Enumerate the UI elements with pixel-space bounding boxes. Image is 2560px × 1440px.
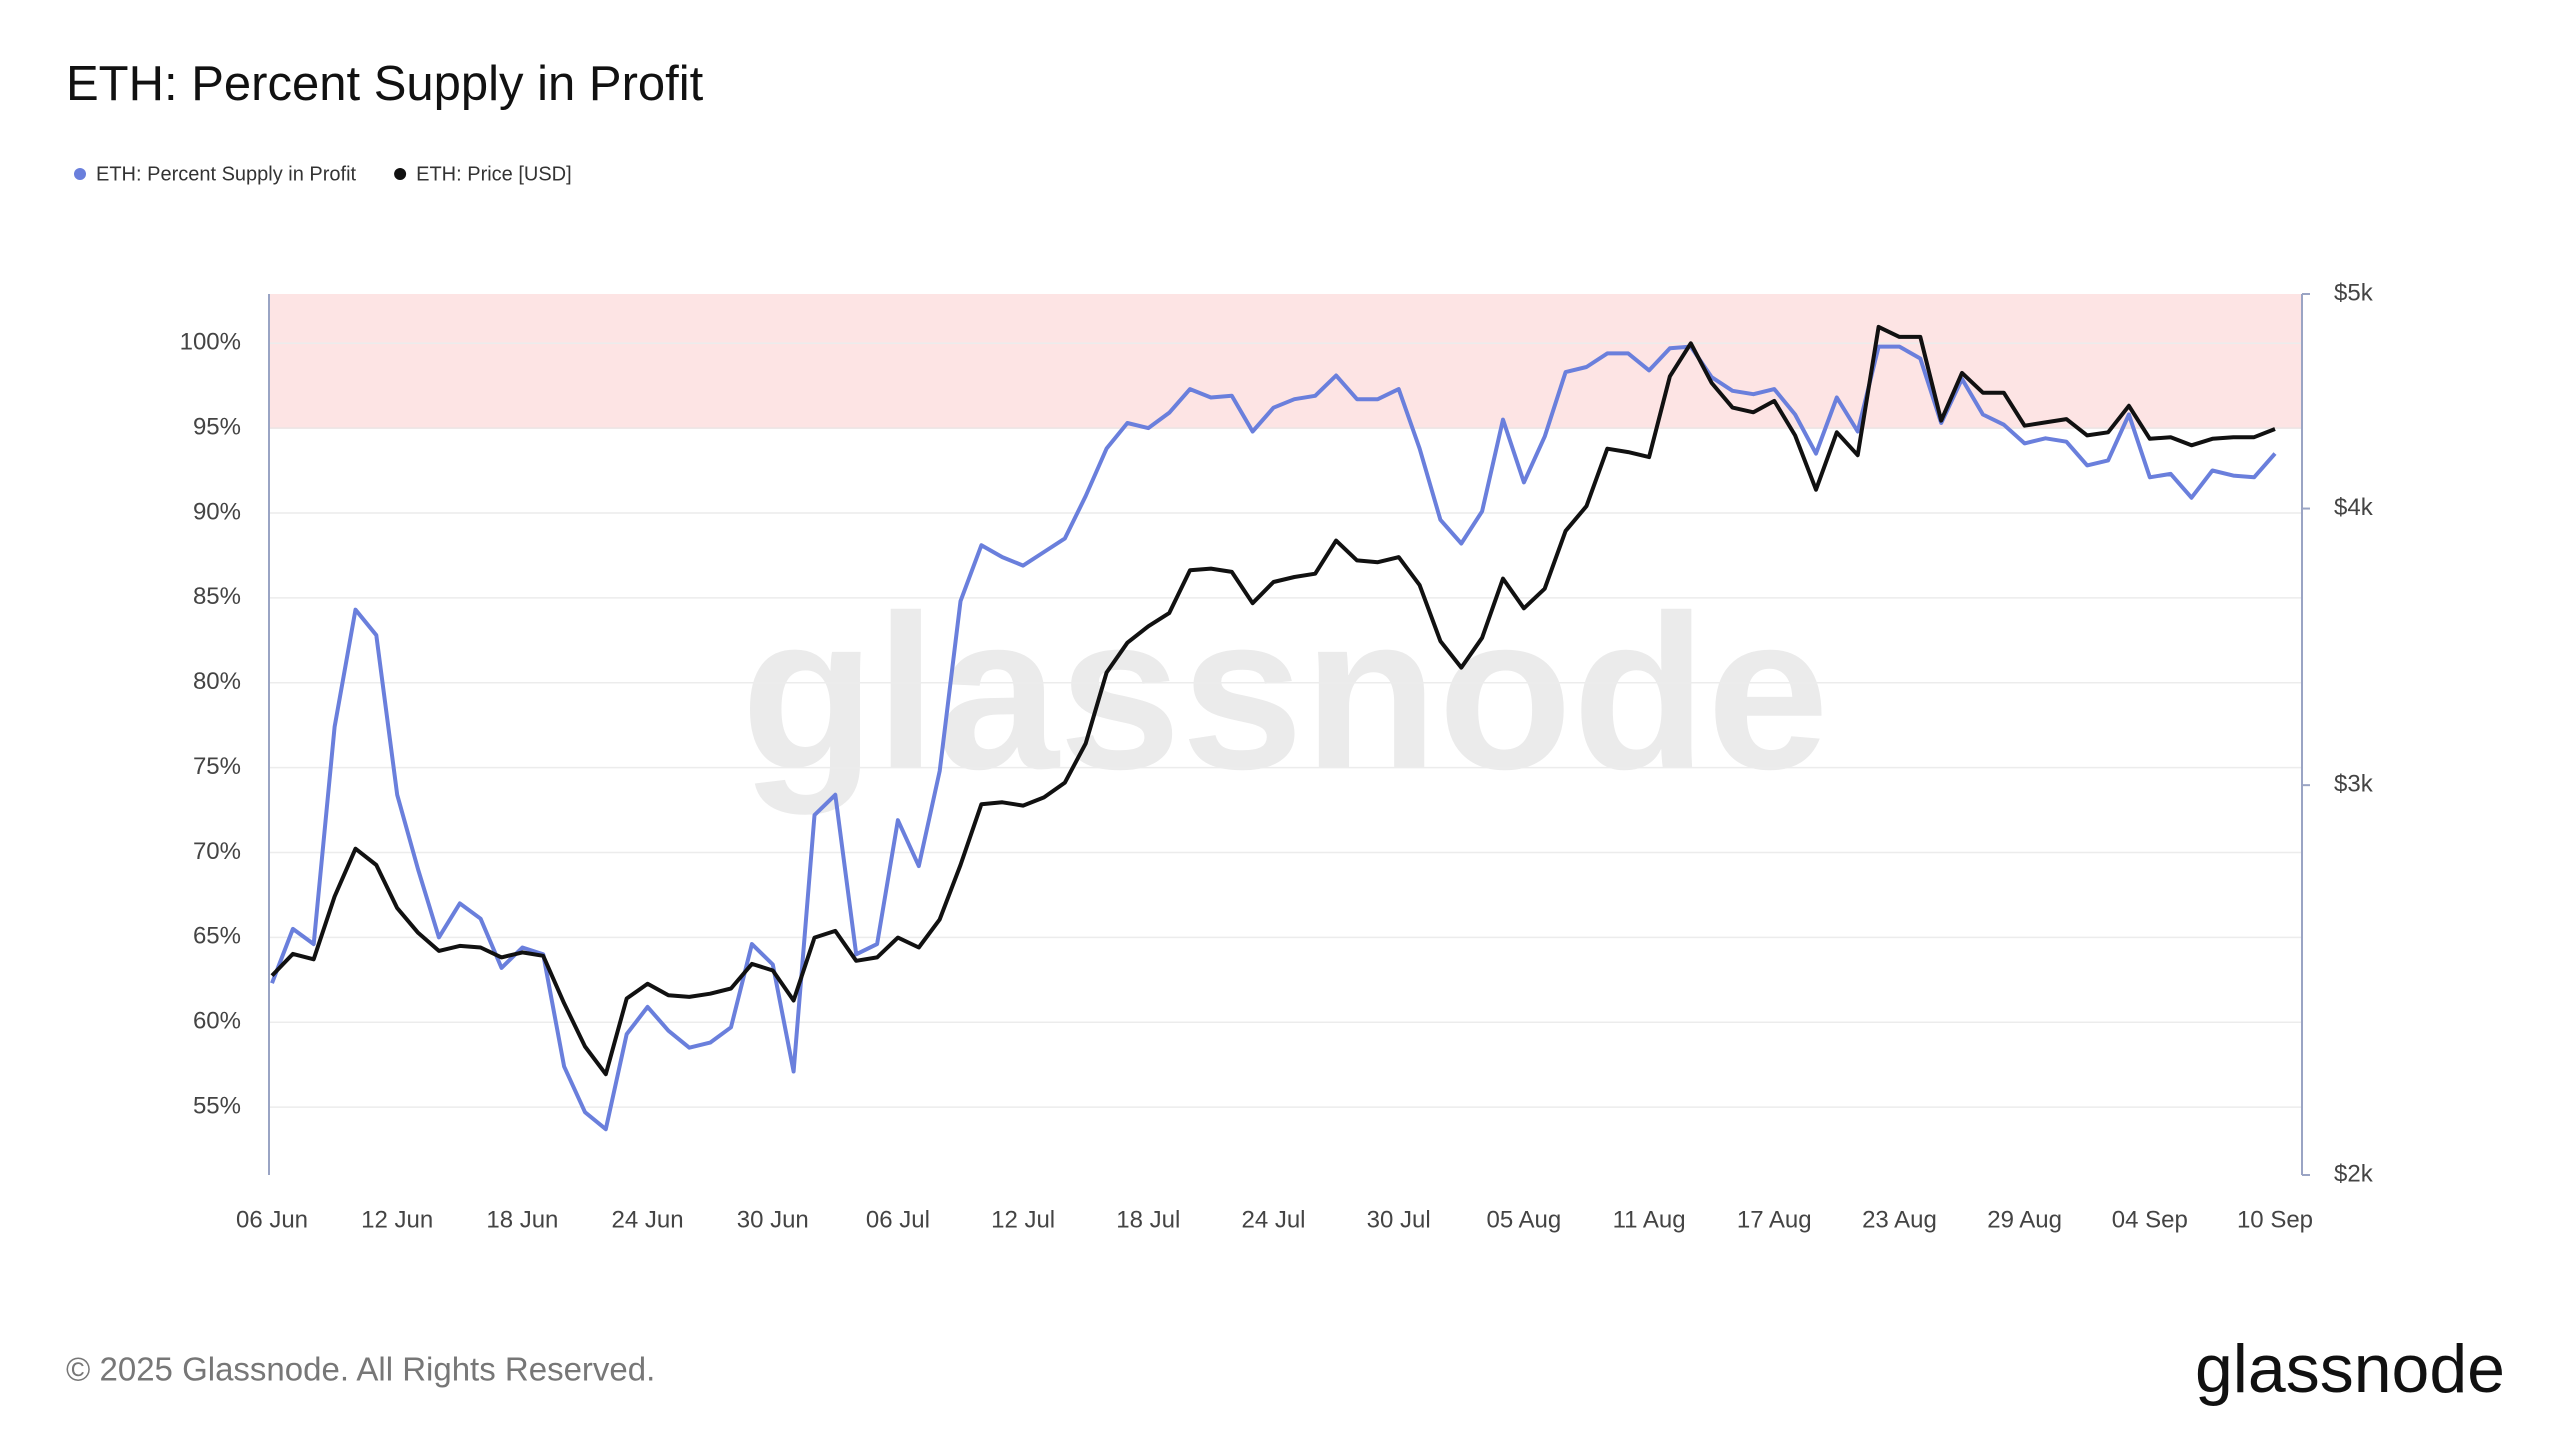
- series-line: [270, 324, 2276, 1077]
- y-tick-label: 80%: [193, 668, 241, 695]
- highlight-band: [269, 294, 2302, 429]
- y2-tick-label: $4k: [2334, 494, 2374, 521]
- x-tick-label: 30 Jun: [737, 1206, 809, 1233]
- logo: glassnode: [2195, 1331, 2505, 1407]
- x-tick-label: 06 Jun: [236, 1206, 308, 1233]
- x-tick-label: 30 Jul: [1367, 1206, 1431, 1233]
- y2-tick-label: $3k: [2334, 770, 2374, 797]
- x-tick-label: 06 Jul: [866, 1206, 930, 1233]
- y-tick-label: 90%: [193, 498, 241, 525]
- y-tick-label: 95%: [193, 413, 241, 440]
- x-tick-label: 18 Jun: [486, 1206, 558, 1233]
- legend-marker: [394, 168, 407, 180]
- y-tick-label: 55%: [193, 1092, 241, 1119]
- x-tick-label: 24 Jul: [1241, 1206, 1305, 1233]
- legend-marker: [74, 168, 86, 180]
- y2-tick-label: $5k: [2334, 279, 2374, 306]
- y-tick-label: 65%: [193, 923, 241, 950]
- watermark: glassnode: [741, 569, 1829, 815]
- x-tick-label: 18 Jul: [1116, 1206, 1180, 1233]
- x-tick-label: 29 Aug: [1987, 1206, 2062, 1233]
- x-tick-label: 17 Aug: [1737, 1206, 1812, 1233]
- x-tick-label: 12 Jul: [991, 1206, 1055, 1233]
- legend-label: ETH: Price [USD]: [416, 163, 572, 185]
- y-tick-label: 70%: [193, 838, 241, 865]
- x-tick-label: 24 Jun: [612, 1206, 684, 1233]
- y-tick-label: 75%: [193, 753, 241, 780]
- y-tick-label: 85%: [193, 583, 241, 610]
- x-tick-label: 10 Sep: [2237, 1206, 2313, 1233]
- x-tick-label: 04 Sep: [2112, 1206, 2188, 1233]
- x-tick-label: 11 Aug: [1613, 1206, 1686, 1233]
- x-tick-label: 12 Jun: [361, 1206, 433, 1233]
- y-tick-label: 100%: [180, 329, 241, 356]
- x-tick-label: 23 Aug: [1862, 1206, 1937, 1233]
- x-tick-label: 05 Aug: [1487, 1206, 1562, 1233]
- y2-tick-label: $2k: [2334, 1160, 2374, 1187]
- y-tick-label: 60%: [193, 1008, 241, 1035]
- legend-label: ETH: Percent Supply in Profit: [96, 163, 357, 185]
- copyright: © 2025 Glassnode. All Rights Reserved.: [66, 1351, 655, 1388]
- chart-title: ETH: Percent Supply in Profit: [66, 57, 704, 111]
- series-line: [270, 344, 2277, 1132]
